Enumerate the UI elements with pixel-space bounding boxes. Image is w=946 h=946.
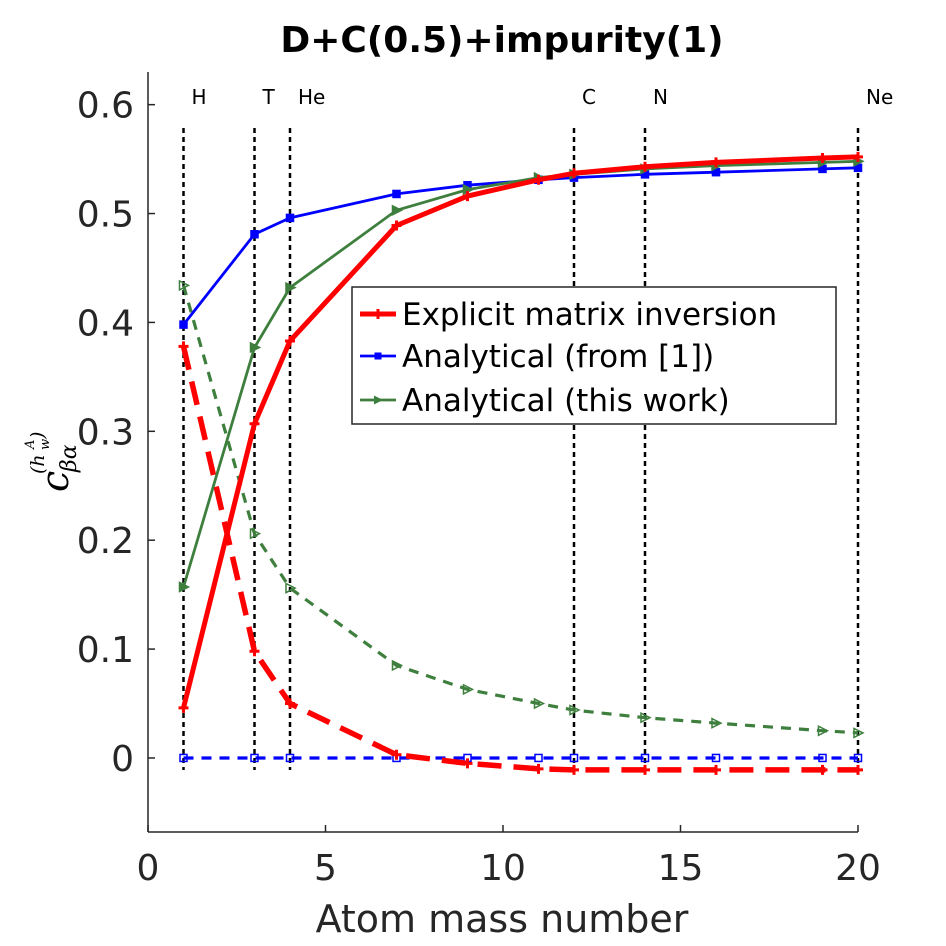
y-axis-label-part: (h [27, 454, 49, 474]
data-point [853, 753, 863, 763]
data-point [853, 727, 865, 739]
y-axis-label-part: ) [27, 432, 49, 440]
data-point [249, 646, 260, 657]
data-point [462, 683, 475, 696]
chart-title: D+C(0.5)+impurity(1) [280, 20, 723, 61]
data-point [391, 220, 402, 231]
data-point [711, 764, 721, 775]
data-point [285, 335, 295, 346]
y-axis-label: cβα (h wA) [23, 432, 82, 492]
element-marker-label: C [582, 85, 596, 109]
data-point [285, 281, 297, 294]
data-point [711, 157, 721, 168]
x-tick-label: 0 [137, 848, 160, 889]
element-marker-label: He [298, 85, 325, 109]
legend-label: Explicit matrix inversion [402, 297, 777, 333]
data-point [462, 758, 473, 769]
legend-marker [373, 309, 383, 319]
data-point [640, 753, 650, 763]
series-line [181, 284, 859, 735]
element-marker-lines: H T He C N Ne [182, 85, 893, 770]
data-point [640, 764, 650, 775]
data-point [711, 717, 723, 729]
data-point [569, 704, 581, 716]
data-point [250, 753, 259, 763]
data-point [179, 753, 188, 763]
legend-marker [374, 395, 383, 405]
data-point [391, 659, 404, 672]
element-marker-label: T [262, 85, 276, 109]
y-axis-label-part: w [38, 439, 53, 450]
y-tick-label: 0.1 [77, 630, 134, 671]
axes: 0 5 10 15 20 0 0.1 0.2 0.3 0.4 0.5 0.6 [77, 72, 881, 889]
series-layer [178, 151, 865, 775]
data-point [179, 320, 188, 329]
data-point [817, 725, 830, 737]
y-tick-label: 0.6 [77, 86, 134, 127]
data-point [533, 697, 546, 710]
data-point [569, 753, 579, 763]
data-point [178, 279, 191, 292]
x-tick-label: 15 [658, 848, 704, 889]
data-point [392, 189, 401, 199]
x-tick-label: 20 [835, 848, 881, 889]
legend-label: Analytical (from [1]) [402, 339, 714, 375]
data-point [285, 213, 295, 223]
legend: Explicit matrix inversion Analytical (fro… [351, 286, 837, 425]
y-tick-label: 0.5 [77, 195, 134, 236]
data-point [534, 753, 543, 763]
y-axis-label-part: βα [57, 444, 82, 473]
data-point [818, 753, 827, 763]
element-marker-label: N [653, 85, 668, 109]
data-point [250, 229, 259, 239]
data-point [178, 341, 189, 352]
plot-background [148, 72, 858, 832]
data-point [853, 151, 863, 162]
data-point [533, 763, 544, 774]
y-tick-label: 0.3 [77, 412, 134, 453]
data-point [249, 418, 260, 429]
data-point [533, 174, 544, 185]
data-point [711, 753, 721, 763]
plot-area [148, 72, 858, 832]
data-point [817, 764, 828, 775]
data-point [817, 153, 828, 164]
x-tick-label: 5 [314, 848, 337, 889]
x-axis-label: Atom mass number [316, 897, 689, 941]
y-axis-label-part: A [23, 440, 38, 450]
element-marker-label: Ne [866, 85, 893, 109]
legend-box [351, 286, 837, 425]
data-point [249, 341, 262, 354]
data-point [285, 582, 297, 594]
legend-marker [374, 352, 382, 360]
data-point [178, 702, 189, 713]
y-tick-label: 0.4 [77, 303, 134, 344]
element-marker-label: H [192, 85, 207, 109]
data-point [249, 527, 262, 540]
y-axis-label-part: c [33, 471, 77, 492]
data-point [640, 161, 650, 172]
data-point [462, 191, 473, 202]
data-point [569, 168, 579, 179]
series-line [180, 345, 858, 773]
y-tick-label: 0 [111, 739, 134, 780]
data-point [285, 753, 295, 763]
y-tick-label: 0.2 [77, 521, 134, 562]
x-tick-label: 10 [480, 848, 526, 889]
data-point [178, 581, 191, 593]
data-point [285, 698, 295, 709]
legend-label: Analytical (this work) [402, 383, 730, 419]
data-point [569, 764, 579, 775]
data-point [640, 711, 652, 724]
data-point [391, 204, 404, 216]
data-point [853, 764, 863, 775]
data-point [391, 749, 402, 760]
